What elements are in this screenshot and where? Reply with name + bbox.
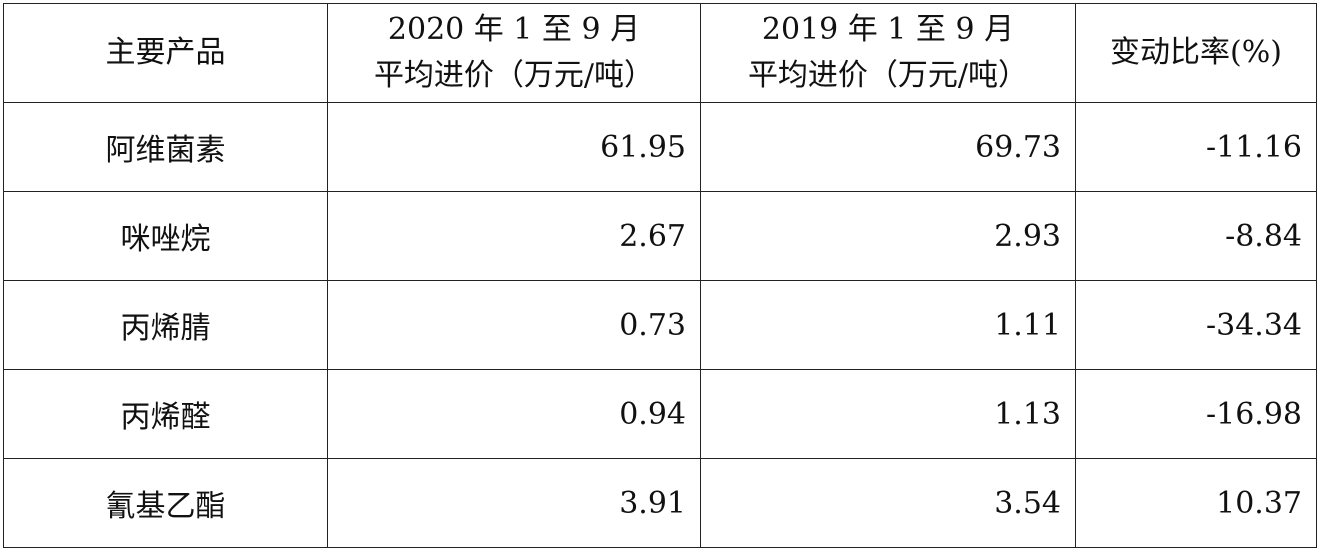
value-cell: 0.73	[327, 280, 701, 370]
price-table: 主要产品 2020 年 1 至 9 月平均进价（万元/吨） 2019 年 1 至…	[3, 3, 1317, 548]
product-cell: 咪唑烷	[3, 191, 328, 281]
header-line: 2019 年 1 至 9 月	[761, 12, 1015, 47]
value-cell: 1.11	[700, 280, 1076, 370]
value-cell: 61.95	[327, 102, 701, 192]
value-cell: 3.91	[327, 458, 701, 548]
data-row: 阿维菌素 61.95 69.73 -11.16	[3, 102, 1317, 192]
data-row: 氰基乙酯 3.91 3.54 10.37	[3, 458, 1317, 548]
product-cell: 丙烯醛	[3, 369, 328, 459]
value-cell: -34.34	[1075, 280, 1317, 370]
header-line: 平均进价（万元/吨）	[373, 58, 655, 93]
value-cell: 69.73	[700, 102, 1076, 192]
header-line: 2020 年 1 至 9 月	[387, 12, 641, 47]
product-cell: 阿维菌素	[3, 102, 328, 192]
header-cell: 2020 年 1 至 9 月平均进价（万元/吨）	[327, 3, 701, 103]
value-cell: -11.16	[1075, 102, 1317, 192]
header-cell: 主要产品	[3, 3, 328, 103]
value-cell: 1.13	[700, 369, 1076, 459]
value-cell: 3.54	[700, 458, 1076, 548]
header-cell: 变动比率(%)	[1075, 3, 1317, 103]
value-cell: -16.98	[1075, 369, 1317, 459]
value-cell: 2.93	[700, 191, 1076, 281]
product-cell: 丙烯腈	[3, 280, 328, 370]
data-row: 丙烯腈 0.73 1.11 -34.34	[3, 280, 1317, 370]
value-cell: -8.84	[1075, 191, 1317, 281]
data-row: 丙烯醛 0.94 1.13 -16.98	[3, 369, 1317, 459]
header-row: 主要产品 2020 年 1 至 9 月平均进价（万元/吨） 2019 年 1 至…	[3, 3, 1317, 103]
data-row: 咪唑烷 2.67 2.93 -8.84	[3, 191, 1317, 281]
header-line: 平均进价（万元/吨）	[747, 58, 1029, 93]
product-cell: 氰基乙酯	[3, 458, 328, 548]
value-cell: 2.67	[327, 191, 701, 281]
value-cell: 10.37	[1075, 458, 1317, 548]
header-cell: 2019 年 1 至 9 月平均进价（万元/吨）	[700, 3, 1076, 103]
value-cell: 0.94	[327, 369, 701, 459]
